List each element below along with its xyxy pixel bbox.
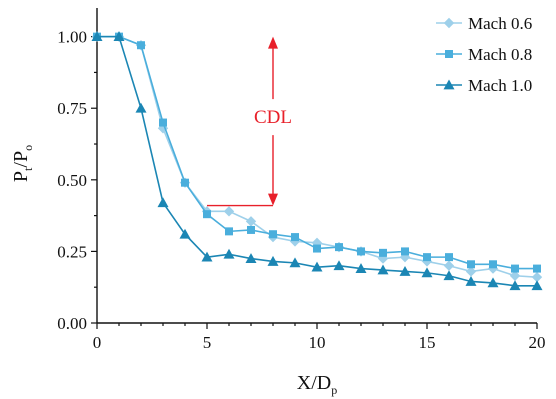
data-point (333, 260, 345, 271)
legend-entry-2: Mach 1.0 (436, 76, 532, 95)
data-point (245, 216, 257, 227)
data-point (443, 270, 455, 281)
y-ticks: 0.00 0.25 0.50 0.75 1.00 (57, 28, 97, 333)
data-point (201, 251, 213, 262)
data-point (157, 123, 169, 134)
data-point (465, 275, 477, 286)
data-point (267, 255, 279, 266)
y-tick-label: 0.00 (57, 314, 87, 333)
data-point (135, 102, 147, 113)
legend-entry-1: Mach 0.8 (436, 45, 532, 64)
cdl-annotation: CDL (207, 36, 292, 207)
series-1 (93, 32, 541, 273)
data-point (245, 253, 257, 263)
x-tick-label: 10 (309, 333, 326, 352)
data-point (223, 206, 235, 217)
arrowhead-down-icon (268, 193, 278, 206)
y-axis-title-mid: /P (10, 151, 32, 168)
data-point (423, 253, 431, 262)
x-axis-title-main: X/D (297, 372, 331, 394)
x-tick-label: 20 (529, 333, 546, 352)
data-point (401, 247, 409, 256)
data-point (159, 118, 167, 127)
data-point (443, 260, 455, 271)
data-point (223, 248, 235, 259)
y-tick-label: 0.25 (57, 242, 87, 261)
cdl-label: CDL (254, 107, 292, 128)
data-point (313, 244, 321, 253)
data-point (509, 280, 521, 291)
y-tick-label: 1.00 (57, 28, 87, 47)
legend-label: Mach 1.0 (468, 76, 532, 95)
legend-entry-0: Mach 0.6 (436, 14, 532, 33)
data-point (311, 261, 323, 272)
data-point (225, 227, 233, 236)
data-point (181, 178, 189, 187)
data-point (137, 41, 145, 50)
data-point (357, 247, 365, 256)
data-point (379, 248, 387, 257)
data-point (291, 233, 299, 242)
x-axis-title-subscript: p (331, 383, 337, 397)
data-point (91, 31, 103, 42)
data-point (113, 31, 125, 42)
data-point (269, 230, 277, 239)
data-point (531, 280, 543, 291)
y-tick-label: 0.50 (57, 171, 87, 190)
data-point (355, 263, 367, 273)
data-point (399, 265, 411, 276)
data-point (489, 260, 497, 269)
y-axis-title-p: P (10, 171, 32, 182)
data-point (421, 267, 433, 278)
data-point (533, 264, 541, 273)
x-tick-label: 0 (93, 333, 102, 352)
x-tick-label: 5 (203, 333, 212, 352)
data-point (335, 243, 343, 252)
legend-marker-icon (443, 17, 455, 29)
data-point (247, 225, 255, 234)
legend-label: Mach 0.6 (468, 14, 532, 33)
data-point (511, 264, 519, 273)
data-point (465, 266, 477, 277)
data-point (377, 264, 389, 275)
legend-marker-icon (443, 79, 455, 90)
x-axis-title: X/Dp (297, 372, 337, 397)
x-ticks: 0 5 10 15 20 (93, 323, 546, 352)
data-point (203, 210, 211, 219)
data-point (467, 260, 475, 269)
data-point (289, 257, 301, 268)
data-point (445, 253, 453, 262)
data-point (179, 228, 191, 239)
series-line (97, 35, 537, 270)
data-point (487, 277, 499, 288)
y-tick-label: 0.75 (57, 99, 87, 118)
data-point (509, 270, 521, 281)
legend: Mach 0.6 Mach 0.8 Mach 1.0 (436, 14, 532, 95)
y-axis-title-subscript-o: o (21, 145, 35, 151)
series-layer (91, 31, 543, 291)
series-2 (91, 31, 543, 291)
y-axis-title: Pt/Po (10, 145, 35, 182)
arrowhead-up-icon (268, 36, 278, 49)
y-axis-title-subscript-t: t (21, 167, 35, 171)
x-tick-label: 15 (419, 333, 436, 352)
legend-marker-icon (445, 50, 453, 58)
data-point (157, 197, 169, 208)
legend-label: Mach 0.8 (468, 45, 532, 64)
data-point (531, 271, 543, 283)
